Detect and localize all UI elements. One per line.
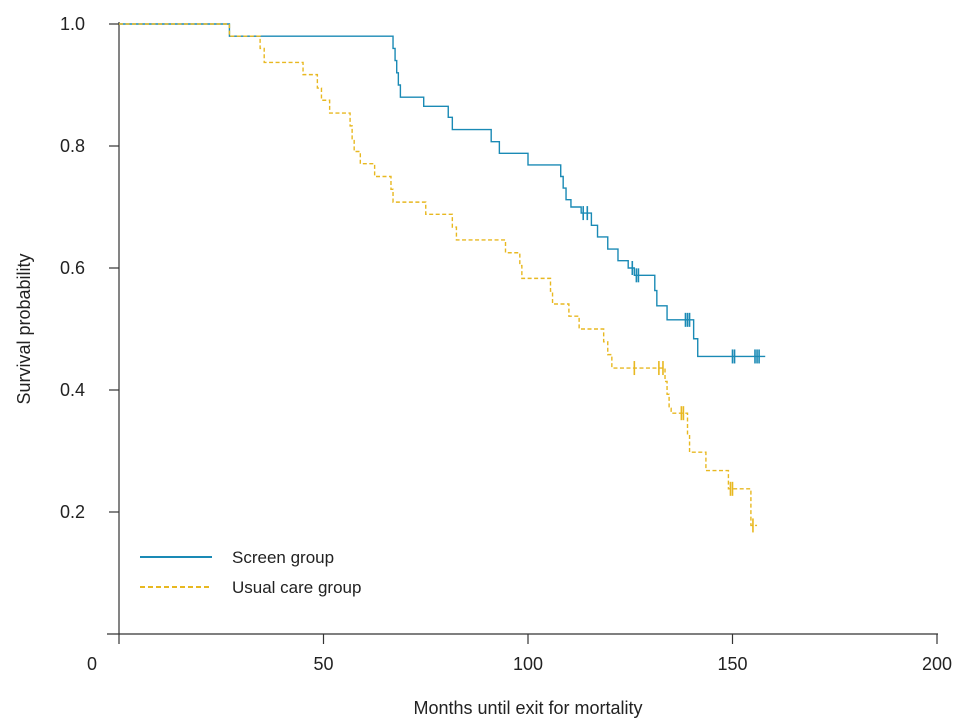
legend-label-usual-care-group: Usual care group — [232, 578, 361, 597]
y-axis-title: Survival probability — [14, 253, 34, 404]
axes — [107, 22, 938, 635]
series-layer — [119, 23, 766, 533]
legend: Screen group Usual care group — [140, 548, 361, 597]
series-line-0 — [119, 23, 766, 358]
x-tick-label-2: 100 — [513, 654, 543, 674]
legend-label-screen-group: Screen group — [232, 548, 334, 567]
series-1 — [119, 23, 758, 533]
x-tick-label-4: 200 — [922, 654, 952, 674]
series-0 — [119, 23, 766, 364]
y-tick-label-0: 0.2 — [60, 502, 85, 522]
x-ticks: 0 50 100 150 200 — [87, 634, 952, 674]
y-tick-label-4: 1.0 — [60, 14, 85, 34]
x-tick-label-0: 0 — [87, 654, 97, 674]
x-tick-label-1: 50 — [313, 654, 333, 674]
y-tick-label-1: 0.4 — [60, 380, 85, 400]
y-ticks: 0.2 0.4 0.6 0.8 1.0 — [60, 14, 119, 522]
x-axis-title: Months until exit for mortality — [413, 698, 642, 718]
y-tick-label-2: 0.6 — [60, 258, 85, 278]
series-line-1 — [119, 23, 758, 527]
y-tick-label-3: 0.8 — [60, 136, 85, 156]
x-tick-label-3: 150 — [717, 654, 747, 674]
